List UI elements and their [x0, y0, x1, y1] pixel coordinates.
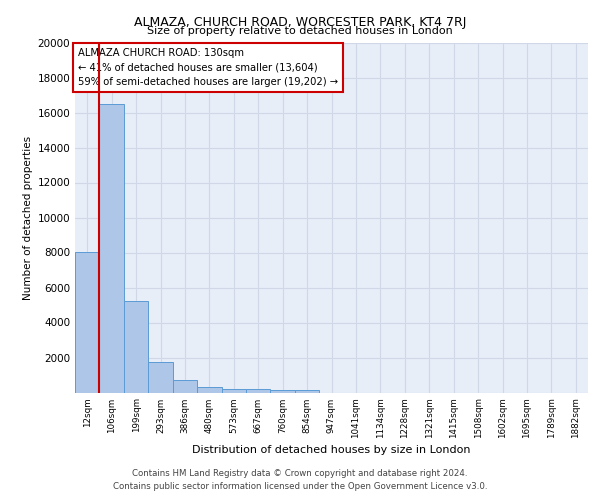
Text: ALMAZA, CHURCH ROAD, WORCESTER PARK, KT4 7RJ: ALMAZA, CHURCH ROAD, WORCESTER PARK, KT4…	[134, 16, 466, 29]
Text: Size of property relative to detached houses in London: Size of property relative to detached ho…	[147, 26, 453, 36]
X-axis label: Distribution of detached houses by size in London: Distribution of detached houses by size …	[192, 446, 471, 456]
Bar	[246, 390, 271, 392]
Bar	[221, 388, 246, 392]
Bar	[295, 390, 319, 392]
Text: ALMAZA CHURCH ROAD: 130sqm
← 41% of detached houses are smaller (13,604)
59% of : ALMAZA CHURCH ROAD: 130sqm ← 41% of deta…	[77, 48, 338, 88]
Bar	[173, 380, 197, 392]
Text: Contains HM Land Registry data © Crown copyright and database right 2024.
Contai: Contains HM Land Registry data © Crown c…	[113, 470, 487, 491]
Bar	[75, 252, 100, 392]
Bar	[271, 390, 295, 392]
Bar	[100, 104, 124, 393]
Bar	[124, 300, 148, 392]
Y-axis label: Number of detached properties: Number of detached properties	[23, 136, 33, 300]
Bar	[197, 387, 221, 392]
Bar	[148, 362, 173, 392]
